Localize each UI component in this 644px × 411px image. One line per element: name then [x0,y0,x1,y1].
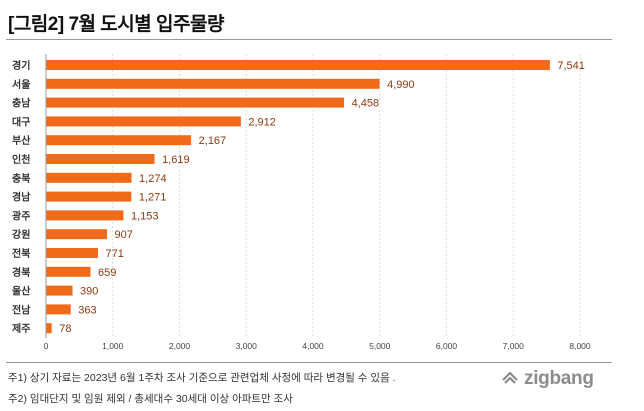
category-label: 경기 [12,59,30,72]
category-label: 충북 [12,172,30,185]
footnote-1: 주1) 상기 자료는 2023년 6월 1주차 조사 기준으로 관련업체 사정에… [8,372,396,384]
category-label: 강원 [12,228,30,241]
value-label: 4,990 [387,79,415,91]
value-label: 1,619 [162,154,190,166]
value-label: 7,541 [557,60,585,72]
chart-frame: 0 1,000 2,000 3,000 4,000 5,000 6,000 7,000 8,00… [6,39,612,363]
bar-chart: 0 1,000 2,000 3,000 4,000 5,000 6,000 7,000 8,00… [12,54,591,351]
value-label: 2,167 [199,135,227,147]
category-label: 전남 [12,303,31,316]
x-tick-label: 1,000 [102,341,124,351]
category-label: 충남 [12,97,31,110]
bar [46,116,241,127]
category-label: 서울 [12,78,30,91]
category-label: 대구 [12,115,30,128]
bar [46,229,108,240]
value-label: 1,153 [131,210,159,222]
value-label: 1,274 [139,173,167,185]
x-tick-label: 4,000 [302,341,324,351]
x-tick-label: 6,000 [436,341,458,351]
x-tick-label: 5,000 [369,341,391,351]
bar [46,266,91,277]
bar [46,154,155,164]
category-label: 광주 [12,210,30,222]
footnote-2: 주2) 임대단지 및 임원 제외 / 총세대수 30세대 이상 아파트만 조사 [8,393,293,405]
value-label: 2,912 [248,116,276,128]
bar [46,97,345,108]
category-label: 전북 [12,247,30,260]
x-tick-label: 3,000 [236,341,258,351]
value-label: 659 [98,267,116,279]
x-tick-label: 0 [44,341,49,351]
bar [46,285,73,296]
chart-title: [그림2] 7월 도시별 입주물량 [8,14,224,35]
bar [46,135,192,146]
value-label: 771 [105,248,123,260]
x-tick-label: 8,000 [569,341,591,351]
brand-logo: zigbang [500,368,594,390]
category-label: 제주 [12,322,30,335]
x-tick-label: 2,000 [169,341,191,351]
bar [46,191,132,202]
bar [46,78,380,89]
category-label: 부산 [12,134,31,147]
category-label: 울산 [12,285,31,298]
value-label: 390 [80,286,98,298]
brand-name: zigbang [524,368,594,389]
bar [46,172,132,183]
value-label: 907 [115,229,133,241]
bar [46,210,124,221]
bar [46,323,52,334]
category-label: 경북 [12,266,30,279]
bar [46,304,71,315]
bar [46,248,98,258]
value-label: 78 [59,323,71,335]
value-label: 1,271 [139,192,167,204]
value-label: 4,458 [352,98,380,110]
x-tick-label: 7,000 [503,341,525,351]
category-label: 인천 [12,153,30,166]
zigbang-logo-icon [502,371,518,384]
value-label: 363 [78,304,96,316]
bar [46,60,550,70]
category-label: 경남 [12,191,31,204]
